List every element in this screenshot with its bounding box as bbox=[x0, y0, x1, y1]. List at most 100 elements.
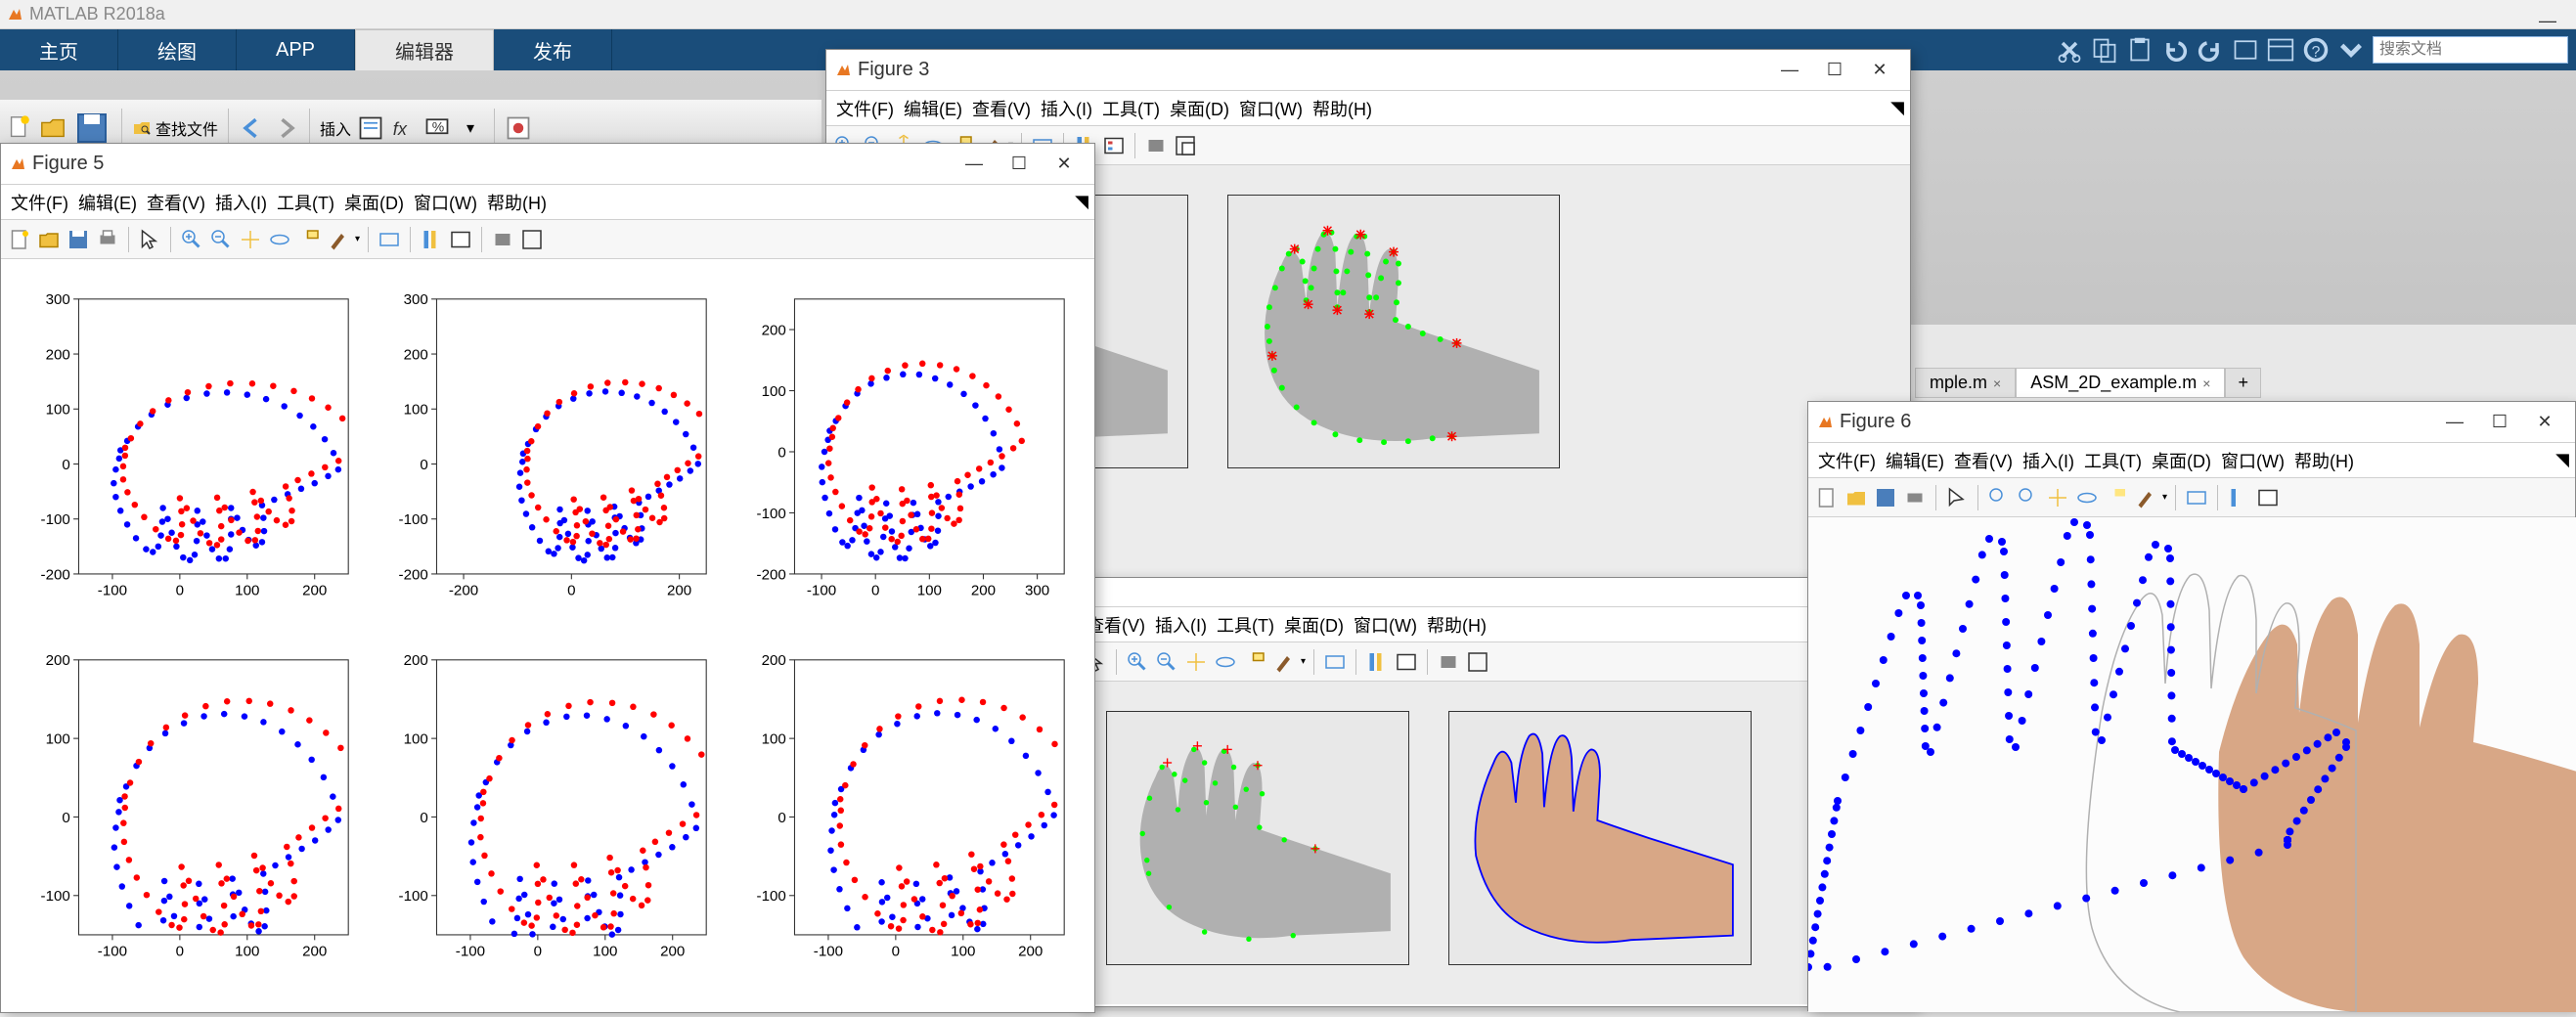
menu-window[interactable]: 窗口(W) bbox=[1350, 610, 1421, 640]
qa-switch-icon[interactable] bbox=[2232, 36, 2259, 64]
open-icon[interactable] bbox=[36, 227, 62, 252]
menu-view[interactable]: 查看(V) bbox=[1950, 446, 2017, 475]
find-files-button[interactable]: 查找文件 bbox=[132, 116, 218, 140]
rotate-icon[interactable] bbox=[2074, 485, 2100, 510]
new-icon[interactable] bbox=[7, 227, 32, 252]
figure-5-titlebar[interactable]: Figure 5 — ☐ ✕ bbox=[1, 144, 1094, 185]
editor-tab-2[interactable]: ASM_2D_example.m × bbox=[2016, 368, 2225, 398]
figure-partial-titlebar[interactable] bbox=[1077, 578, 1916, 607]
menu-help[interactable]: 帮助(H) bbox=[1423, 610, 1490, 640]
insert-section-icon[interactable] bbox=[357, 114, 384, 142]
legend-icon[interactable] bbox=[448, 227, 473, 252]
pan-icon[interactable] bbox=[1183, 649, 1209, 675]
qa-cut-icon[interactable] bbox=[2056, 36, 2083, 64]
print-icon[interactable] bbox=[95, 227, 120, 252]
editor-tab-1[interactable]: mple.m × bbox=[1915, 368, 2016, 398]
menu-file[interactable]: 文件(F) bbox=[1814, 446, 1880, 475]
zoom-out-icon[interactable] bbox=[2016, 485, 2041, 510]
hide-icon[interactable] bbox=[1143, 133, 1169, 158]
open-folder-icon[interactable] bbox=[39, 114, 67, 142]
legend-icon[interactable] bbox=[1101, 133, 1127, 158]
menu-edit[interactable]: 编辑(E) bbox=[1882, 446, 1948, 475]
brush-dropdown-icon[interactable]: ▾ bbox=[2162, 492, 2167, 503]
menu-desktop[interactable]: 桌面(D) bbox=[1280, 610, 1348, 640]
link-icon[interactable] bbox=[2184, 485, 2209, 510]
close-icon[interactable]: × bbox=[1993, 376, 2001, 391]
colorbar-icon[interactable] bbox=[1364, 649, 1390, 675]
menu-insert[interactable]: 插入(I) bbox=[2019, 446, 2078, 475]
pointer-icon[interactable] bbox=[1944, 485, 1970, 510]
editor-tab-add[interactable]: + bbox=[2225, 368, 2261, 398]
rotate-icon[interactable] bbox=[267, 227, 292, 252]
dock-icon[interactable] bbox=[1465, 649, 1490, 675]
tab-home[interactable]: 主页 bbox=[0, 29, 118, 70]
close-button[interactable]: ✕ bbox=[1042, 150, 1087, 179]
zoom-in-icon[interactable] bbox=[1986, 485, 2012, 510]
tab-apps[interactable]: APP bbox=[237, 29, 355, 70]
menu-edit[interactable]: 编辑(E) bbox=[74, 188, 141, 217]
zoom-in-icon[interactable] bbox=[179, 227, 204, 252]
menu-insert[interactable]: 插入(I) bbox=[1037, 94, 1096, 123]
brush-dropdown-icon[interactable]: ▾ bbox=[1301, 656, 1306, 667]
menu-corner-icon[interactable]: ◥ bbox=[1890, 98, 1904, 118]
hide-icon[interactable] bbox=[490, 227, 515, 252]
menu-tools[interactable]: 工具(T) bbox=[1098, 94, 1164, 123]
menu-help[interactable]: 帮助(H) bbox=[1309, 94, 1376, 123]
menu-desktop[interactable]: 桌面(D) bbox=[2148, 446, 2215, 475]
colorbar-icon[interactable] bbox=[2226, 485, 2251, 510]
dropdown-icon[interactable]: ▾ bbox=[457, 114, 484, 142]
menu-edit[interactable]: 编辑(E) bbox=[900, 94, 966, 123]
brush-icon[interactable] bbox=[2133, 485, 2158, 510]
menu-tools[interactable]: 工具(T) bbox=[273, 188, 338, 217]
save-icon[interactable] bbox=[72, 114, 111, 142]
hide-icon[interactable] bbox=[1436, 649, 1461, 675]
datacursor-icon[interactable] bbox=[1242, 649, 1267, 675]
pan-icon[interactable] bbox=[238, 227, 263, 252]
minimize-button[interactable]: — bbox=[1767, 56, 1812, 85]
pointer-icon[interactable] bbox=[137, 227, 162, 252]
menu-window[interactable]: 窗口(W) bbox=[410, 188, 481, 217]
rotate-icon[interactable] bbox=[1213, 649, 1238, 675]
search-input[interactable] bbox=[2373, 36, 2568, 64]
menu-help[interactable]: 帮助(H) bbox=[2290, 446, 2358, 475]
maximize-button[interactable]: ☐ bbox=[1812, 56, 1857, 85]
qa-undo-icon[interactable] bbox=[2161, 36, 2189, 64]
qa-layout-icon[interactable] bbox=[2267, 36, 2294, 64]
minimize-button[interactable]: — bbox=[2432, 408, 2477, 437]
breakpoint-icon[interactable] bbox=[505, 114, 532, 142]
fx-icon[interactable]: fx bbox=[390, 114, 418, 142]
new-file-icon[interactable] bbox=[6, 114, 33, 142]
menu-tools[interactable]: 工具(T) bbox=[2080, 446, 2146, 475]
tab-publish[interactable]: 发布 bbox=[494, 29, 612, 70]
menu-insert[interactable]: 插入(I) bbox=[211, 188, 271, 217]
figure-3-titlebar[interactable]: Figure 3 — ☐ ✕ bbox=[826, 50, 1910, 91]
close-button[interactable]: ✕ bbox=[1857, 56, 1902, 85]
menu-corner-icon[interactable]: ◥ bbox=[2555, 450, 2569, 470]
menu-file[interactable]: 文件(F) bbox=[7, 188, 72, 217]
menu-insert[interactable]: 插入(I) bbox=[1151, 610, 1211, 640]
tab-editor[interactable]: 编辑器 bbox=[355, 29, 494, 70]
zoom-out-icon[interactable] bbox=[208, 227, 234, 252]
save-icon[interactable] bbox=[1873, 485, 1898, 510]
menu-corner-icon[interactable]: ◥ bbox=[1075, 192, 1088, 212]
maximize-button[interactable]: ☐ bbox=[997, 150, 1042, 179]
zoom-in-icon[interactable] bbox=[1125, 649, 1150, 675]
save-icon[interactable] bbox=[66, 227, 91, 252]
link-icon[interactable] bbox=[1322, 649, 1348, 675]
qa-paste-icon[interactable] bbox=[2126, 36, 2154, 64]
tab-plots[interactable]: 绘图 bbox=[118, 29, 237, 70]
minimize-button[interactable]: — bbox=[952, 150, 997, 179]
menu-desktop[interactable]: 桌面(D) bbox=[1166, 94, 1233, 123]
datacursor-icon[interactable] bbox=[296, 227, 322, 252]
datacursor-icon[interactable] bbox=[2104, 485, 2129, 510]
menu-window[interactable]: 窗口(W) bbox=[2217, 446, 2288, 475]
brush-icon[interactable] bbox=[326, 227, 351, 252]
pan-icon[interactable] bbox=[2045, 485, 2070, 510]
menu-view[interactable]: 查看(V) bbox=[143, 188, 209, 217]
link-icon[interactable] bbox=[377, 227, 402, 252]
maximize-button[interactable]: ☐ bbox=[2477, 408, 2522, 437]
zoom-out-icon[interactable] bbox=[1154, 649, 1179, 675]
legend-icon[interactable] bbox=[1394, 649, 1419, 675]
figure-6-titlebar[interactable]: Figure 6 — ☐ ✕ bbox=[1808, 402, 2575, 443]
new-icon[interactable] bbox=[1814, 485, 1840, 510]
